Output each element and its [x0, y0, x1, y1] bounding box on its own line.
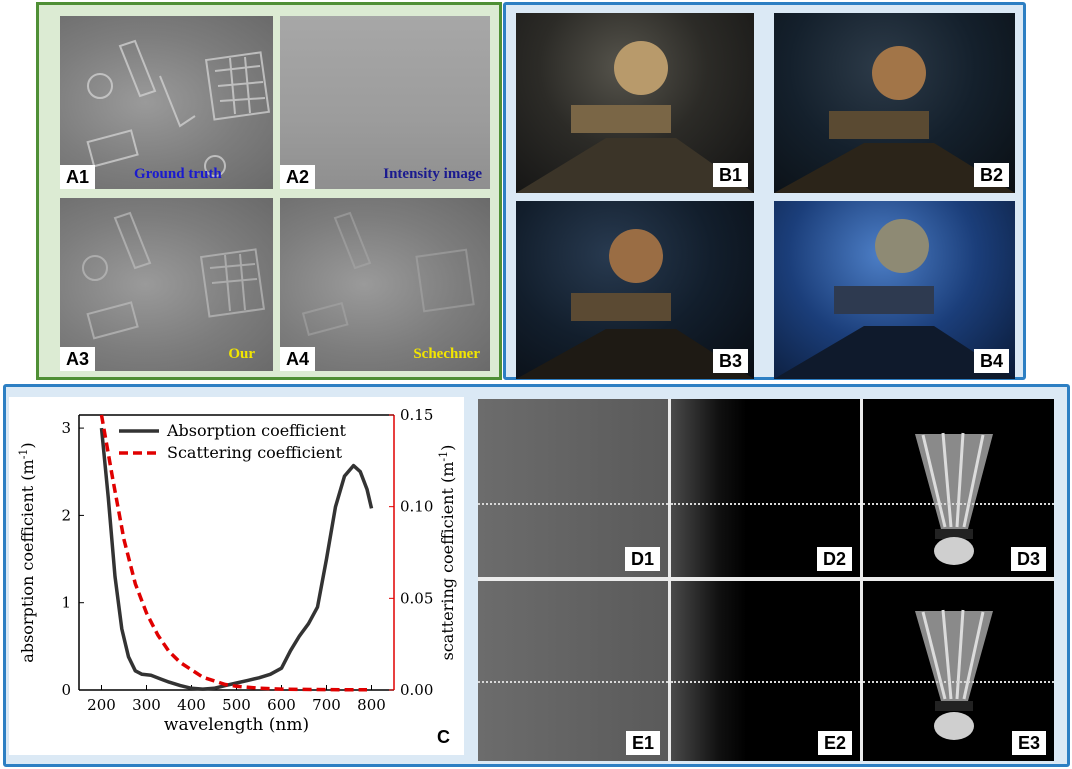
panel-de-shuttlecock-images: D1 D2 D3 E1 E2 E3	[478, 399, 1054, 761]
x-tick-label: 700	[312, 696, 341, 714]
scene-illustration	[516, 229, 754, 379]
y2-axis-label: scattering coefficient (m-1)	[437, 445, 457, 661]
tile-caption: Ground truth	[134, 166, 222, 182]
tile-label: D3	[1010, 547, 1046, 571]
tile-caption: Intensity image	[383, 166, 482, 182]
dotted-guide-line	[478, 503, 668, 505]
series-line-absorption	[99, 427, 374, 691]
dotted-guide-line	[671, 681, 860, 683]
scene-illustration	[774, 219, 1015, 379]
shuttlecock-illustration	[915, 609, 993, 740]
x-axis-label: wavelength (nm)	[164, 715, 309, 735]
y-tick-label: 3	[61, 419, 71, 437]
image-e2: E2	[671, 581, 860, 761]
y-tick-label: 2	[61, 506, 71, 524]
x-tick-label: 600	[267, 696, 296, 714]
y2-tick-label: 0.15	[400, 406, 433, 424]
tile-label: E1	[625, 731, 660, 755]
coefficient-chart: 200 300 400 500 600 700 800 0 1 2 3 0.00 0.05 0.10 0.1…	[17, 406, 457, 735]
tile-label: B2	[973, 163, 1009, 187]
legend-label: Absorption coefficient	[166, 421, 347, 440]
image-b4: B4	[774, 201, 1015, 379]
tile-label: A3	[60, 347, 96, 371]
dotted-guide-line	[478, 681, 668, 683]
x-tick-label: 800	[357, 696, 386, 714]
tile-label: D1	[624, 547, 660, 571]
image-b3: B3	[516, 201, 754, 379]
panel-c-label: C	[437, 727, 450, 747]
shuttlecock-illustration	[915, 432, 993, 565]
tile-label: A1	[60, 165, 96, 189]
image-a2-intensity: A2 Intensity image	[280, 16, 490, 189]
image-e1: E1	[478, 581, 668, 761]
tile-label: E3	[1011, 731, 1046, 755]
panel-a-dehazing-comparison: A1 Ground truth A2 Intensity image A3 Ou…	[36, 2, 502, 380]
sketch-objects	[82, 211, 266, 340]
tile-label: B1	[712, 163, 748, 187]
x-tick-label: 300	[132, 696, 161, 714]
tile-label: B4	[973, 349, 1009, 373]
y-axis-label: absorption coefficient (m-1)	[17, 442, 37, 662]
image-a3-our-method: A3 Our	[60, 198, 273, 371]
image-d3: D3	[863, 399, 1054, 577]
y2-tick-label: 0.05	[400, 589, 433, 607]
legend-label: Scattering coefficient	[167, 443, 343, 462]
scene-illustration	[774, 46, 1015, 193]
tile-label: B3	[712, 349, 748, 373]
image-e3: E3	[863, 581, 1054, 761]
y-tick-label: 1	[61, 594, 71, 612]
tile-label: D2	[816, 547, 852, 571]
dotted-guide-line	[671, 503, 860, 505]
image-b1: B1	[516, 13, 754, 193]
tile-label: E2	[817, 731, 852, 755]
y2-tick-label: 0.10	[400, 498, 433, 516]
image-a4-schechner: A4 Schechner	[280, 198, 490, 371]
image-b2: B2	[774, 13, 1015, 193]
panel-b-underwater-scene: B1 B2 B3 B4	[503, 2, 1026, 380]
scene-illustration	[516, 41, 754, 193]
tile-caption: Our	[228, 346, 255, 362]
image-a1-ground-truth: A1 Ground truth	[60, 16, 273, 189]
sketch-objects	[301, 211, 475, 336]
tile-label: A2	[280, 165, 316, 189]
tile-label: A4	[280, 347, 316, 371]
y-tick-label: 0	[61, 681, 71, 699]
chart-area: 200 300 400 500 600 700 800 0 1 2 3 0.00 0.05 0.10 0.1…	[9, 397, 464, 755]
dotted-guide-line	[863, 503, 1054, 505]
series-line-scattering	[99, 414, 367, 692]
sketch-objects	[86, 39, 271, 177]
image-d2: D2	[671, 399, 860, 577]
x-tick-label: 400	[177, 696, 206, 714]
x-tick-label: 200	[87, 696, 116, 714]
x-tick-label: 500	[222, 696, 251, 714]
image-d1: D1	[478, 399, 668, 577]
dotted-guide-line	[863, 681, 1054, 683]
y2-tick-label: 0.00	[400, 681, 433, 699]
tile-caption: Schechner	[413, 346, 480, 362]
